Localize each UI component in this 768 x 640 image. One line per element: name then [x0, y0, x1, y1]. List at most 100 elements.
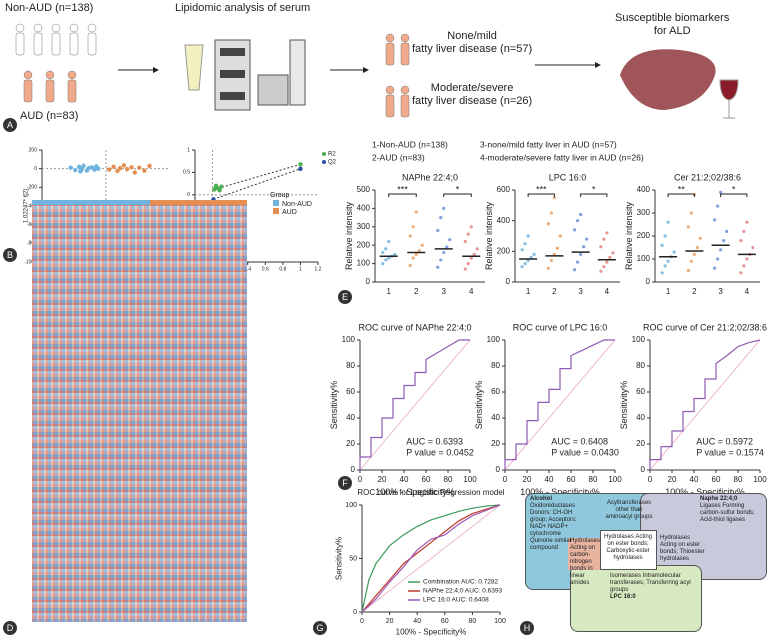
- y-axis-label: Sensitivity%: [335, 537, 344, 580]
- y-tick-label: -200: [27, 185, 37, 191]
- person-icon: [51, 32, 61, 56]
- text-line: Alcohol: [530, 496, 552, 502]
- point: [660, 271, 664, 275]
- point: [463, 267, 467, 271]
- x-tick-label: 100: [608, 475, 622, 484]
- group-key: 1-Non-AUD (n=138): [372, 139, 448, 149]
- y-tick-label: 300: [637, 208, 651, 217]
- mild-label: None/mild fatty liver disease (n=57): [412, 30, 532, 56]
- y-axis-label: Relative intensity: [624, 201, 634, 270]
- x-tick-label: 1: [526, 287, 531, 296]
- panel-badge: [3, 118, 17, 132]
- reference-line: [504, 339, 616, 471]
- point: [663, 234, 667, 238]
- y-tick-label: 20: [346, 439, 355, 448]
- x-tick-label: 0.4: [244, 266, 251, 272]
- point: [96, 166, 101, 171]
- panel-label: G: [316, 623, 323, 633]
- point: [672, 250, 676, 254]
- severe-label: Moderate/severe fatty liver disease (n=26…: [412, 82, 532, 108]
- point: [579, 212, 583, 217]
- fit-line: [214, 163, 301, 190]
- x-tick-label: 20: [668, 475, 677, 484]
- point: [121, 163, 127, 168]
- point: [686, 225, 690, 229]
- y-tick-label: 20: [636, 439, 645, 448]
- y-tick-label: 60: [636, 387, 645, 396]
- panel-badge: [338, 476, 352, 490]
- point: [552, 196, 556, 200]
- panel-label: F: [342, 478, 348, 488]
- text-line: for ALD: [653, 25, 691, 37]
- y-tick-label: 0: [646, 277, 651, 286]
- point: [466, 262, 470, 266]
- person-icon: [15, 23, 25, 33]
- point: [751, 245, 755, 250]
- x-tick-label: 0: [648, 475, 653, 484]
- sig-bracket: [527, 193, 555, 197]
- left-text: Hydrolases Acting on carbon-nitrogen bon…: [570, 538, 601, 586]
- sig-label: *: [592, 184, 596, 194]
- point: [414, 210, 418, 214]
- point: [573, 228, 577, 232]
- point: [555, 246, 559, 250]
- point: [137, 165, 142, 170]
- sig-bracket: [667, 193, 695, 197]
- legend-marker: [322, 152, 326, 156]
- sig-label: *: [456, 184, 460, 194]
- point: [523, 242, 527, 246]
- point: [573, 268, 577, 272]
- text-line: Moderate/severe: [430, 82, 514, 94]
- point: [411, 256, 415, 260]
- y-tick-label: 20: [491, 439, 500, 448]
- legend-label: NAPhe 22:4;0 AUC: 0.6393: [423, 588, 503, 595]
- point: [608, 255, 612, 260]
- x-tick-label: 1.2: [315, 266, 322, 272]
- reference-line: [359, 339, 471, 471]
- point: [576, 219, 580, 223]
- sig-bracket: [388, 193, 417, 197]
- point: [448, 238, 452, 242]
- y-tick-label: 200: [637, 231, 651, 240]
- point: [742, 264, 746, 268]
- y-tick-label: -1000: [24, 259, 37, 265]
- y-tick-label: 400: [637, 185, 651, 194]
- point: [739, 239, 743, 243]
- point: [298, 166, 303, 172]
- x-tick-label: 4: [605, 287, 610, 296]
- point: [115, 168, 120, 174]
- control-label: Non-AUD (n=138): [5, 2, 94, 14]
- point: [722, 239, 726, 243]
- point: [384, 258, 388, 262]
- legend-label: R2: [328, 152, 336, 158]
- point: [475, 247, 479, 251]
- person-icon: [67, 70, 77, 80]
- person-icon: [400, 85, 410, 95]
- person-icon: [33, 23, 43, 33]
- roc-line: [649, 339, 761, 470]
- case-label: AUD (n=83): [20, 110, 79, 122]
- x-tick-label: 1: [666, 287, 671, 296]
- point: [111, 164, 116, 169]
- point: [472, 252, 476, 256]
- panel-label: B: [7, 250, 13, 260]
- person-icon: [385, 42, 395, 66]
- y-tick-label: 0.5: [183, 170, 190, 176]
- roc-line: [361, 504, 501, 613]
- x-axis-label: 100% - Specificity%: [665, 487, 745, 497]
- sig-bracket: [580, 193, 608, 197]
- text-line: Naphe 22:4;0: [700, 496, 738, 502]
- chart-title: Cer 21:2;02/38:6: [674, 172, 741, 182]
- y-tick-label: 40: [346, 413, 355, 422]
- annotation: P value = 0.1574: [696, 447, 764, 457]
- y-tick-label: 60: [346, 387, 355, 396]
- annotation: P value = 0.0452: [406, 447, 474, 457]
- point: [666, 220, 670, 224]
- acyl-text: Acyltransferases other than aminoacyl gr…: [605, 500, 653, 520]
- chart-title: ROC curve for Logistic Regression model: [357, 488, 504, 497]
- sig-bracket: [443, 193, 472, 197]
- annotation: AUC = 0.5972: [696, 436, 753, 446]
- sig-bracket: [720, 193, 748, 197]
- reference-line: [361, 504, 501, 613]
